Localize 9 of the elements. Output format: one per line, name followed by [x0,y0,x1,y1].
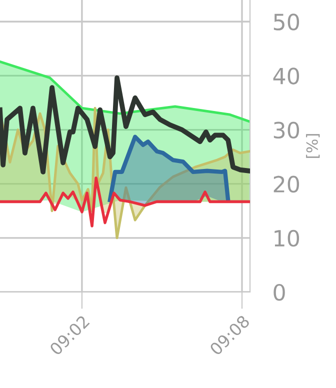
y-tick-label: 10 [274,230,300,247]
y-tick-label: 0 [274,284,285,301]
y-tick-label: 50 [274,14,300,30]
line-series [0,75,250,174]
y-tick-label: 30 [274,122,300,139]
y-tick-label: 20 [274,176,300,193]
y-tick-label: 40 [273,68,300,84]
line-series [0,176,250,228]
y-axis-title: [%] [306,134,320,158]
